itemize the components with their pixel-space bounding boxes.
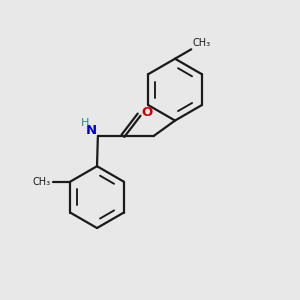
Text: N: N	[85, 124, 96, 137]
Text: CH₃: CH₃	[193, 38, 211, 48]
Text: H: H	[81, 118, 90, 128]
Text: O: O	[142, 106, 153, 119]
Text: CH₃: CH₃	[32, 177, 50, 187]
